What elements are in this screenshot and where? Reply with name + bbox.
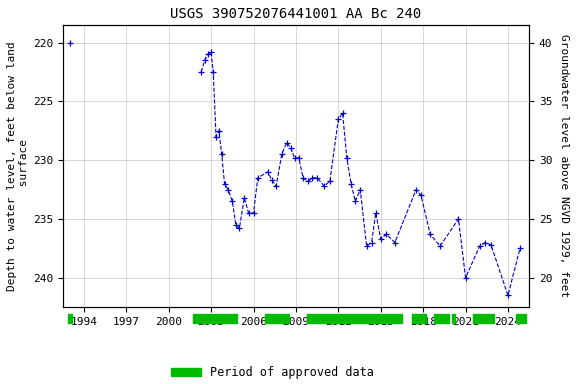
Legend: Period of approved data: Period of approved data: [166, 361, 379, 384]
Title: USGS 390752076441001 AA Bc 240: USGS 390752076441001 AA Bc 240: [170, 7, 422, 21]
Y-axis label: Depth to water level, feet below land
 surface: Depth to water level, feet below land su…: [7, 41, 29, 291]
Y-axis label: Groundwater level above NGVD 1929, feet: Groundwater level above NGVD 1929, feet: [559, 35, 569, 298]
